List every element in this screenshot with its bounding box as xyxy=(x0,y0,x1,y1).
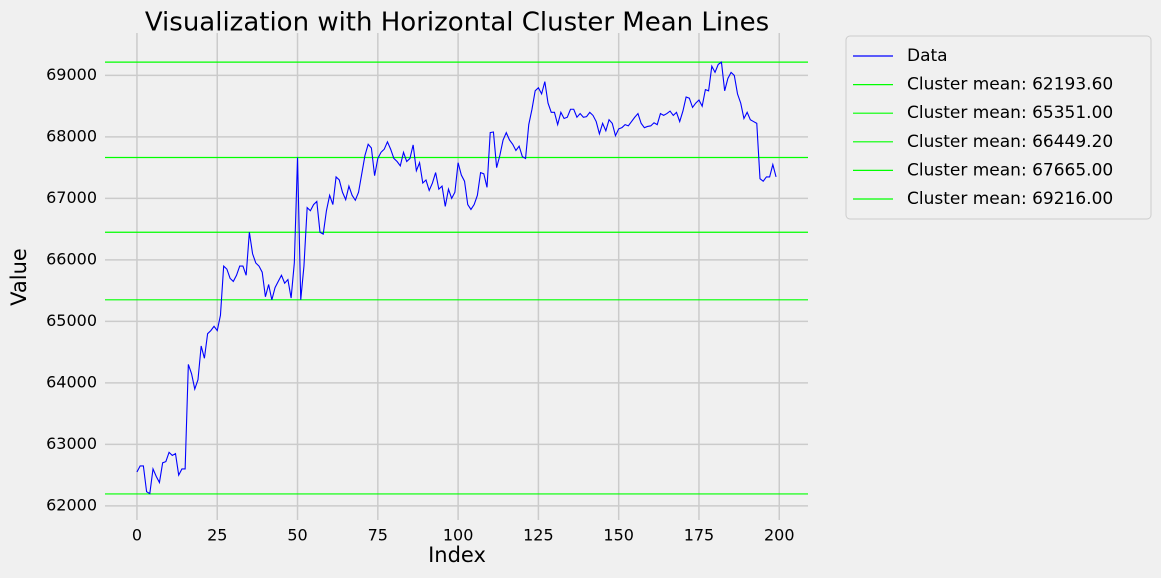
y-tick-label: 69000 xyxy=(46,65,97,84)
x-axis-label: Index xyxy=(428,543,486,567)
x-tick-label: 200 xyxy=(764,526,795,545)
y-tick-label: 62000 xyxy=(46,495,97,514)
legend-label: Cluster mean: 67665.00 xyxy=(907,160,1113,180)
y-tick-label: 65000 xyxy=(46,311,97,330)
x-tick-label: 175 xyxy=(684,526,715,545)
x-tick-label: 25 xyxy=(207,526,227,545)
chart-title: Visualization with Horizontal Cluster Me… xyxy=(145,8,769,38)
y-axis-label: Value xyxy=(7,248,31,306)
legend-label: Data xyxy=(907,46,948,66)
y-tick-label: 66000 xyxy=(46,249,97,268)
data-line xyxy=(136,61,777,495)
legend-label: Cluster mean: 66449.20 xyxy=(907,132,1113,152)
legend-label: Cluster mean: 65351.00 xyxy=(907,103,1113,123)
y-tick-label: 68000 xyxy=(46,126,97,145)
x-tick-label: 50 xyxy=(287,526,307,545)
x-tick-label: 75 xyxy=(368,526,388,545)
legend-label: Cluster mean: 62193.60 xyxy=(907,75,1113,95)
x-tick-label: 150 xyxy=(603,526,634,545)
y-tick-label: 64000 xyxy=(46,372,97,391)
y-tick-label: 63000 xyxy=(46,434,97,453)
x-tick-label: 125 xyxy=(523,526,554,545)
legend-label: Cluster mean: 69216.00 xyxy=(907,189,1113,209)
legend-box xyxy=(845,35,1152,220)
y-tick-label: 67000 xyxy=(46,188,97,207)
x-tick-label: 0 xyxy=(132,526,142,545)
x-tick-label: 100 xyxy=(443,526,474,545)
